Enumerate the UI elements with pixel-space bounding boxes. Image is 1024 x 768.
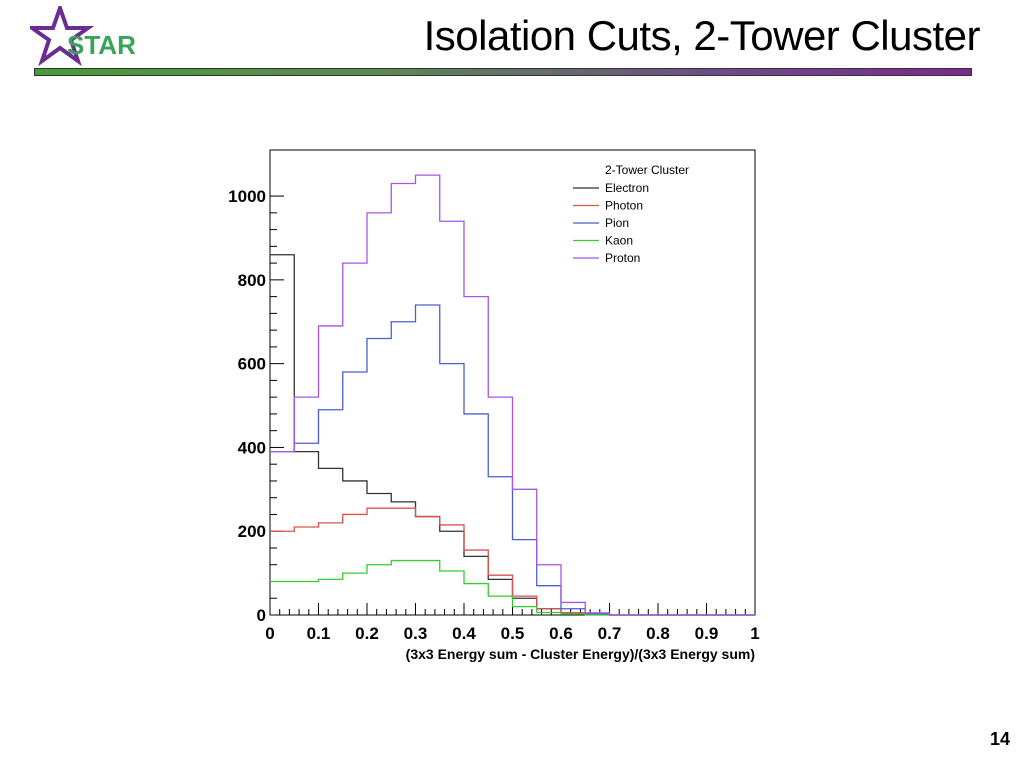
series-proton-line <box>270 174 755 616</box>
legend-label-pion: Pion <box>605 216 629 230</box>
x-tick-label: 0.1 <box>307 624 331 643</box>
slide-title: Isolation Cuts, 2-Tower Cluster <box>423 12 981 59</box>
title-divider <box>34 68 972 76</box>
x-tick-label: 1 <box>750 624 759 643</box>
star-logo: STAR <box>25 1 150 68</box>
legend-label-proton: Proton <box>605 251 640 265</box>
y-tick-label: 800 <box>238 271 266 290</box>
y-tick-label: 600 <box>238 355 266 374</box>
x-tick-label: 0.6 <box>549 624 573 643</box>
legend-label-electron: Electron <box>605 181 649 195</box>
x-tick-label: 0.5 <box>501 624 525 643</box>
histogram-chart: 0 0.1 0.2 0.3 0.4 0.5 0.6 0.7 0.8 0.9 1 0 200 400 600 8… <box>228 149 760 662</box>
x-tick-label: 0.9 <box>695 624 719 643</box>
legend-title: 2-Tower Cluster <box>605 163 689 177</box>
x-tick-label: 0.8 <box>646 624 670 643</box>
x-tick-label: 0.7 <box>598 624 622 643</box>
x-axis-label: (3x3 Energy sum - Cluster Energy)/(3x3 E… <box>406 646 755 662</box>
x-tick-label: 0.4 <box>452 624 476 643</box>
y-tick-label: 400 <box>238 438 266 457</box>
x-tick-label: 0 <box>265 624 274 643</box>
page-number: 14 <box>989 729 1010 749</box>
x-tick-label: 0.2 <box>355 624 379 643</box>
legend-label-kaon: Kaon <box>605 234 633 248</box>
y-tick-label: 0 <box>257 606 266 625</box>
y-tick-label: 200 <box>238 522 266 541</box>
x-tick-label: 0.3 <box>404 624 428 643</box>
legend-label-photon: Photon <box>605 199 643 213</box>
star-logo-icon: STAR <box>25 1 136 67</box>
y-tick-label: 1000 <box>228 187 266 206</box>
logo-text: STAR <box>67 30 136 60</box>
